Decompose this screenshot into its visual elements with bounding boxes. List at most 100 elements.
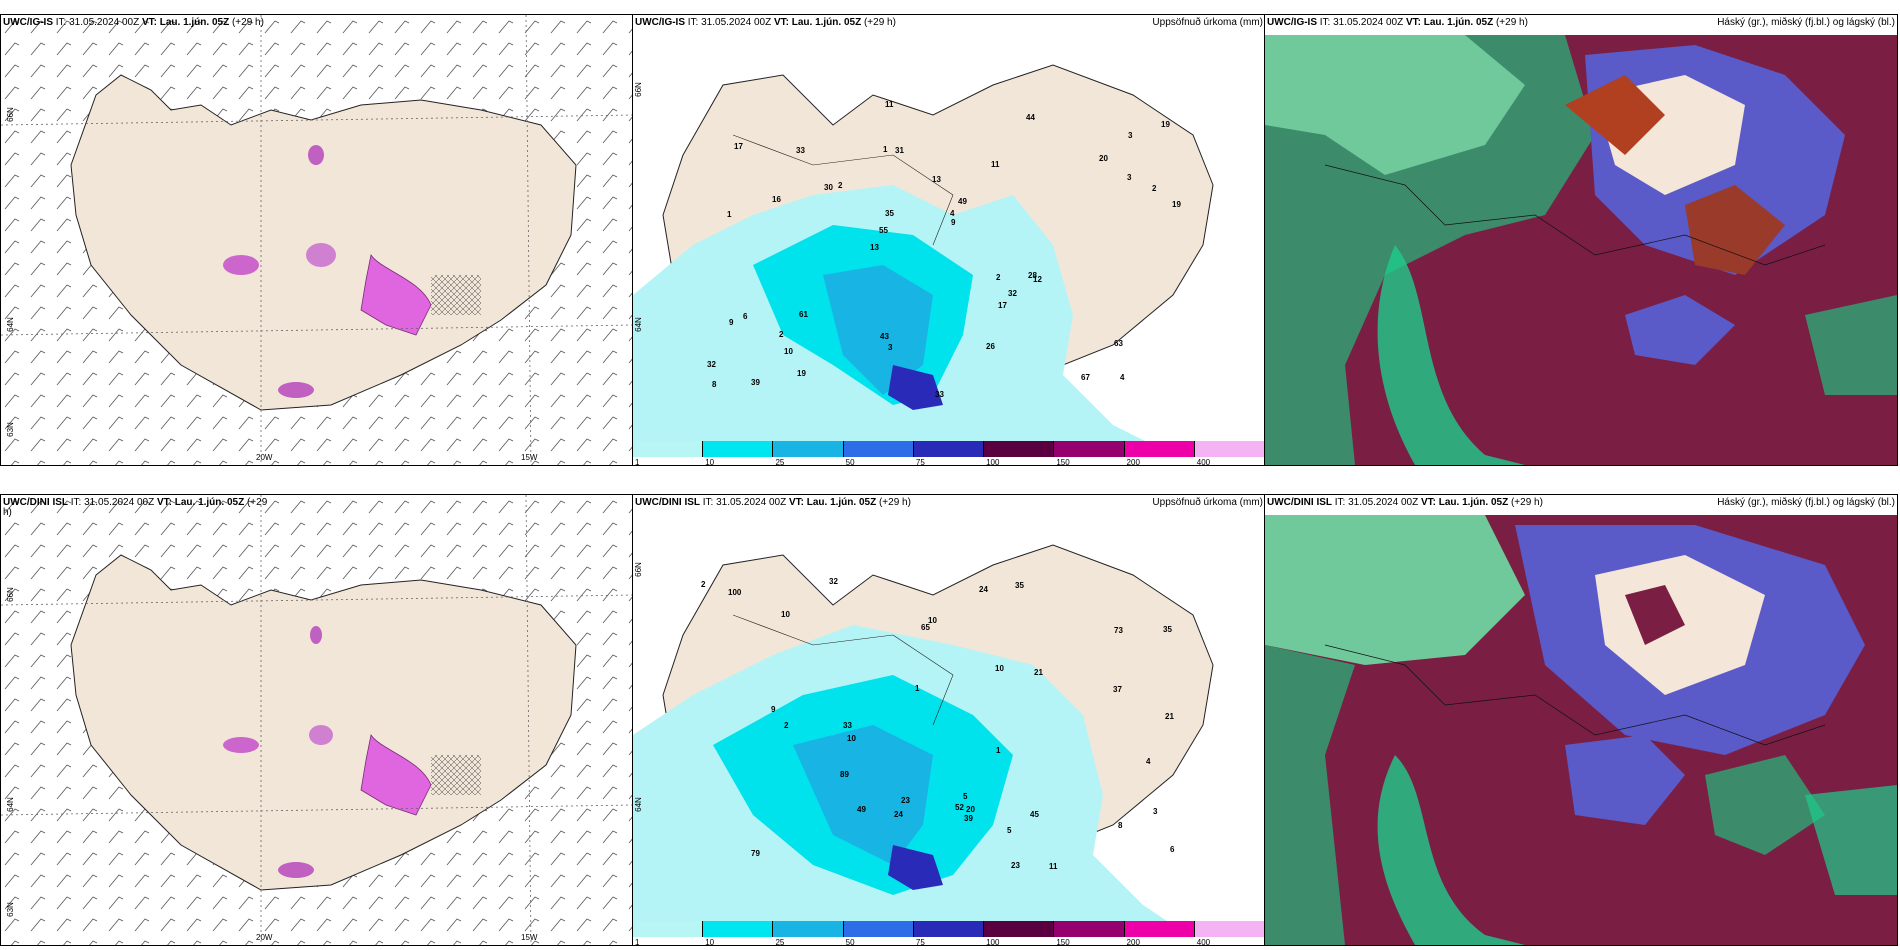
panel-header: UWC/DINI ISL IT: 31.05.2024 00Z VT: Lau.… [1267, 497, 1543, 508]
precip-value-label: 2 [1152, 184, 1157, 193]
precip-value-label: 100 [728, 588, 742, 597]
precip-value-label: 55 [879, 226, 888, 235]
colorbar-cell [703, 921, 773, 937]
precip-value-label: 6 [743, 312, 748, 321]
precip-value-label: 11 [991, 160, 1000, 169]
lat-label: 66N [6, 587, 15, 602]
colorbar-cell [703, 441, 773, 457]
precip-value-label: 35 [1163, 625, 1172, 634]
precip-value-label: 23 [1011, 861, 1020, 870]
precip-value-label: 28 [1028, 271, 1037, 280]
lat-label: 66N [634, 82, 643, 97]
precip-area-south [278, 382, 314, 398]
hatch-area [431, 755, 481, 795]
colorbar-tick-label: 100 [986, 938, 999, 946]
precip-value-label: 24 [894, 810, 903, 819]
panel-header-wrap: h) [3, 507, 12, 518]
precip-value-label: 13 [870, 243, 879, 252]
precip-area-north [310, 626, 322, 644]
lon-label: 20W [256, 933, 272, 942]
precip-value-label: 35 [885, 209, 894, 218]
colorbar-cell [914, 921, 984, 937]
precip-value-label: 52 [955, 803, 964, 812]
cloud-map-panel-top: UWC/IG-IS IT: 31.05.2024 00Z VT: Lau. 1.… [1264, 14, 1898, 466]
colorbar-tick-label: 200 [1127, 458, 1140, 466]
colorbar-tick-label: 1 [635, 938, 639, 946]
precip-colorbar: 1 10 25 50 75 100 150 200 400 [633, 921, 1265, 945]
precip-value-label: 2 [838, 181, 843, 190]
precip-map-panel-bottom: UWC/DINI ISL IT: 31.05.2024 00Z VT: Lau.… [632, 494, 1266, 946]
precip-value-label: 5 [963, 792, 968, 801]
panel-header: UWC/IG-IS IT: 31.05.2024 00Z VT: Lau. 1.… [1267, 17, 1528, 28]
precip-area-south [278, 862, 314, 878]
lon-label: 15W [521, 933, 537, 942]
panel-title-right: Háský (gr.), miðský (fj.bl.) og lágský (… [1717, 497, 1895, 508]
panel-header: UWC/DINI ISL IT: 31.05.2024 00Z VT: Lau.… [635, 497, 911, 508]
lat-label: 64N [6, 317, 15, 332]
precip-value-label: 39 [751, 378, 760, 387]
lat-label: 64N [6, 797, 15, 812]
precip-value-label: 30 [824, 183, 833, 192]
precip-value-label: 5 [1007, 826, 1012, 835]
precip-value-label: 44 [1026, 113, 1035, 122]
precip-value-label: 1 [915, 684, 920, 693]
colorbar-tick-label: 25 [775, 458, 784, 466]
lat-label: 64N [634, 317, 643, 332]
lat-label: 64N [634, 797, 643, 812]
wind-map-panel-bottom: UWC/DINI ISL IT: 31.05.2024 00Z VT: Lau.… [0, 494, 634, 946]
precip-value-label: 63 [1114, 339, 1123, 348]
precip-value-label: 10 [784, 347, 793, 356]
panel-title-right: Uppsöfnuð úrkoma (mm) [1152, 497, 1263, 508]
colorbar-tick-label: 10 [705, 458, 714, 466]
colorbar-cell [633, 441, 703, 457]
precip-value-label: 49 [857, 805, 866, 814]
precip-value-label: 1 [996, 746, 1001, 755]
precip-value-label: 10 [847, 734, 856, 743]
colorbar-cell [984, 921, 1054, 937]
colorbar-tick-label: 150 [1056, 458, 1069, 466]
colorbar-tick-label: 75 [916, 938, 925, 946]
precip-value-label: 3 [1128, 131, 1133, 140]
wind-map [1, 495, 633, 945]
precip-value-label: 19 [797, 369, 806, 378]
colorbar-cell [773, 441, 843, 457]
precip-value-label: 1 [883, 145, 888, 154]
panel-header: UWC/IG-IS IT: 31.05.2024 00Z VT: Lau. 1.… [3, 17, 264, 28]
precip-value-label: 10 [781, 610, 790, 619]
precip-value-label: 3 [1127, 173, 1132, 182]
precip-value-label: 20 [1099, 154, 1108, 163]
precip-value-label: 4 [950, 209, 955, 218]
colorbar-tick-label: 150 [1056, 938, 1069, 946]
precip-value-label: 32 [829, 577, 838, 586]
colorbar-cell [1125, 921, 1195, 937]
precip-area-west [223, 255, 259, 275]
precip-value-label: 43 [880, 332, 889, 341]
lat-label: 63N [6, 422, 15, 437]
precip-value-label: 2 [784, 721, 789, 730]
precip-value-label: 24 [979, 585, 988, 594]
panel-title-right: Uppsöfnuð úrkoma (mm) [1152, 17, 1263, 28]
precip-value-label: 31 [895, 146, 904, 155]
precip-value-label: 33 [796, 146, 805, 155]
colorbar-tick-label: 10 [705, 938, 714, 946]
precip-value-label: 21 [1165, 712, 1174, 721]
precip-value-label: 19 [1172, 200, 1181, 209]
colorbar-cell [844, 441, 914, 457]
precip-value-label: 79 [751, 849, 760, 858]
lat-label: 66N [6, 107, 15, 122]
colorbar-tick-label: 50 [846, 938, 855, 946]
panel-header: UWC/IG-IS IT: 31.05.2024 00Z VT: Lau. 1.… [635, 17, 896, 28]
precip-area-north [308, 145, 324, 165]
precip-value-label: 26 [986, 342, 995, 351]
precip-value-label: 17 [998, 301, 1007, 310]
precip-area-west [223, 737, 259, 753]
precip-value-label: 10 [995, 664, 1004, 673]
lat-label: 66N [634, 562, 643, 577]
colorbar-tick-label: 400 [1197, 938, 1210, 946]
precip-value-label: 67 [1081, 373, 1090, 382]
precip-value-label: 2 [701, 580, 706, 589]
wind-map-panel-top: UWC/IG-IS IT: 31.05.2024 00Z VT: Lau. 1.… [0, 14, 634, 466]
colorbar-tick-label: 200 [1127, 938, 1140, 946]
precip-area-central [309, 725, 333, 745]
colorbar-cell [633, 921, 703, 937]
